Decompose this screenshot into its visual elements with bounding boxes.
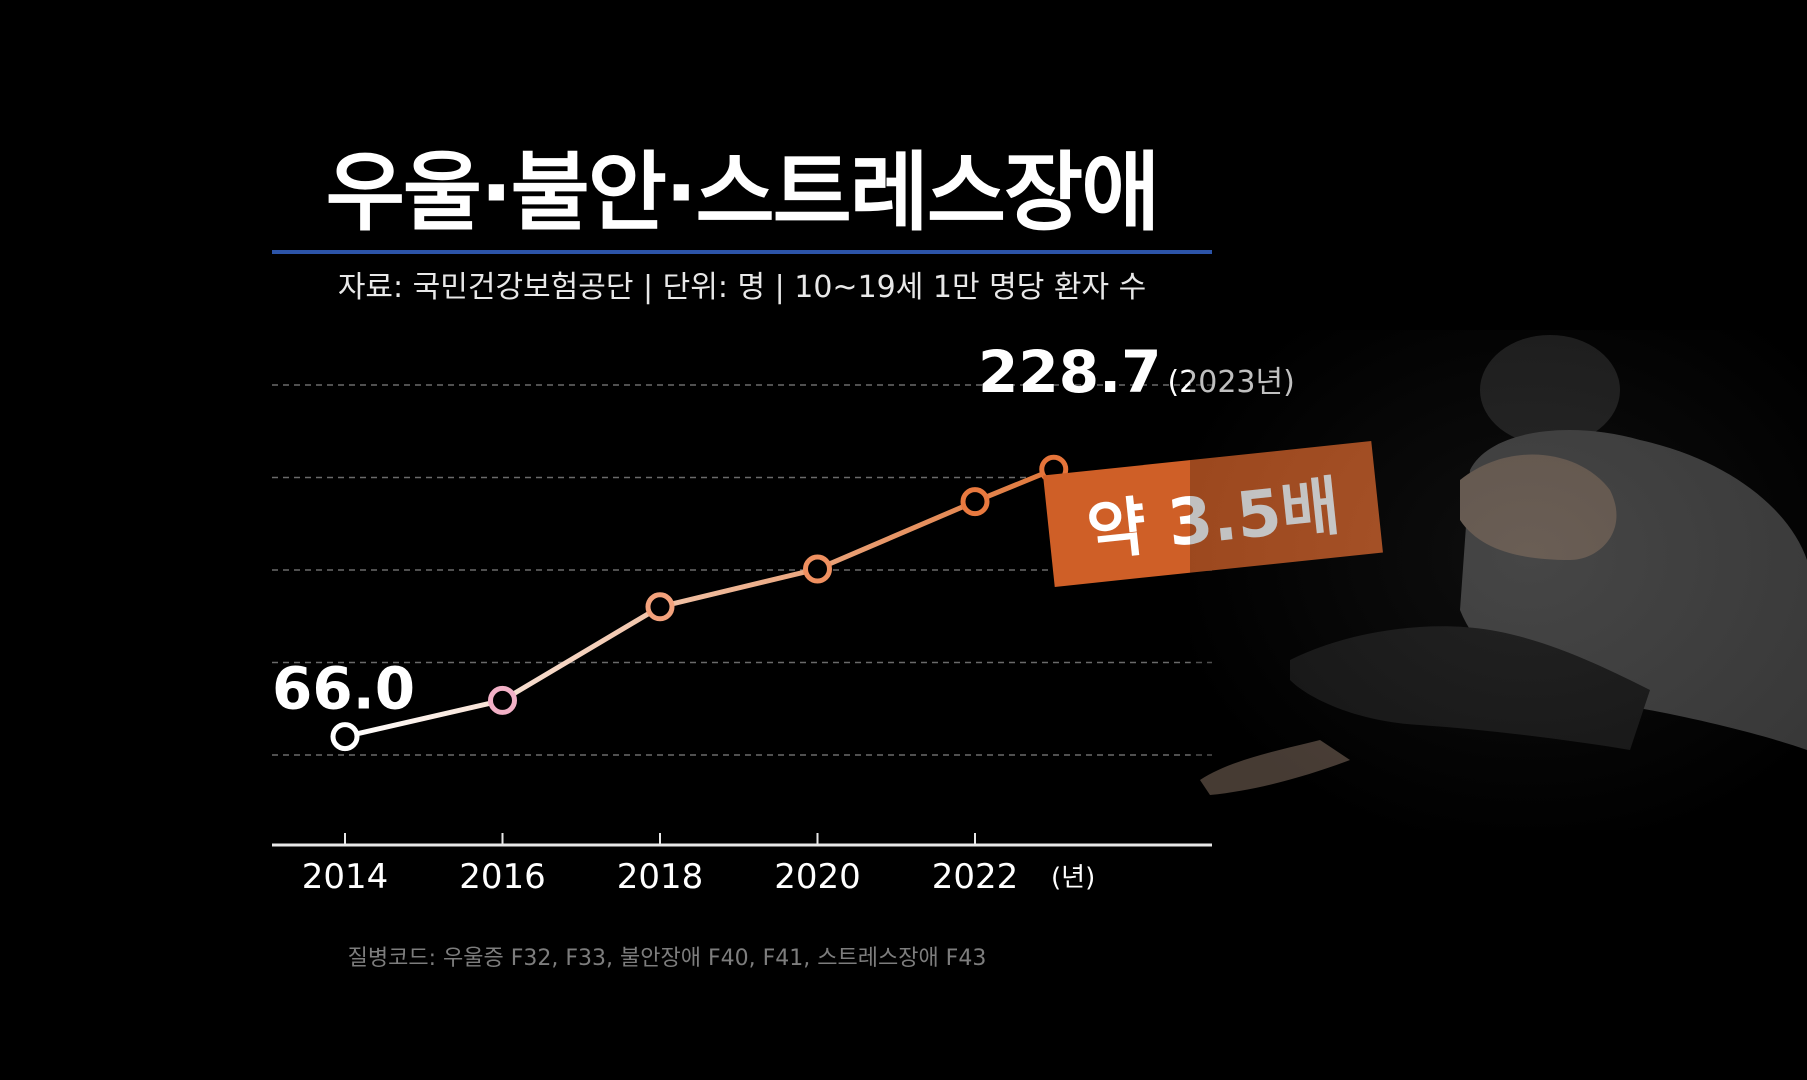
x-tick-label: 2018 xyxy=(617,857,704,897)
footnote: 질병코드: 우울증 F32, F33, 불안장애 F40, F41, 스트레스장… xyxy=(347,946,987,971)
last-value: 228.7 xyxy=(978,338,1161,406)
x-tick-label: 2022 xyxy=(932,857,1019,897)
x-unit-label: (년) xyxy=(1051,863,1095,893)
x-tick-labels: 2014 2016 2018 2020 2022 xyxy=(302,857,1019,897)
data-point xyxy=(330,722,360,752)
data-point xyxy=(645,592,675,622)
data-point xyxy=(960,487,990,517)
x-tick-label: 2016 xyxy=(459,857,546,897)
chart-title: 우울·불안·스트레스장애 xyxy=(325,143,1161,243)
title-underline xyxy=(272,250,1212,254)
x-tick-label: 2020 xyxy=(774,857,861,897)
sitting-person-image xyxy=(1190,330,1807,830)
first-value-label: 66.0 xyxy=(272,655,415,723)
chart-subtitle: 자료: 국민건강보험공단 | 단위: 명 | 10~19세 1만 명당 환자 수 xyxy=(337,270,1147,305)
data-point xyxy=(488,685,517,715)
data-points xyxy=(330,454,1069,752)
x-ticks xyxy=(344,833,976,845)
x-tick-label: 2014 xyxy=(302,857,389,897)
series-line xyxy=(344,466,1055,740)
data-point xyxy=(803,554,832,584)
